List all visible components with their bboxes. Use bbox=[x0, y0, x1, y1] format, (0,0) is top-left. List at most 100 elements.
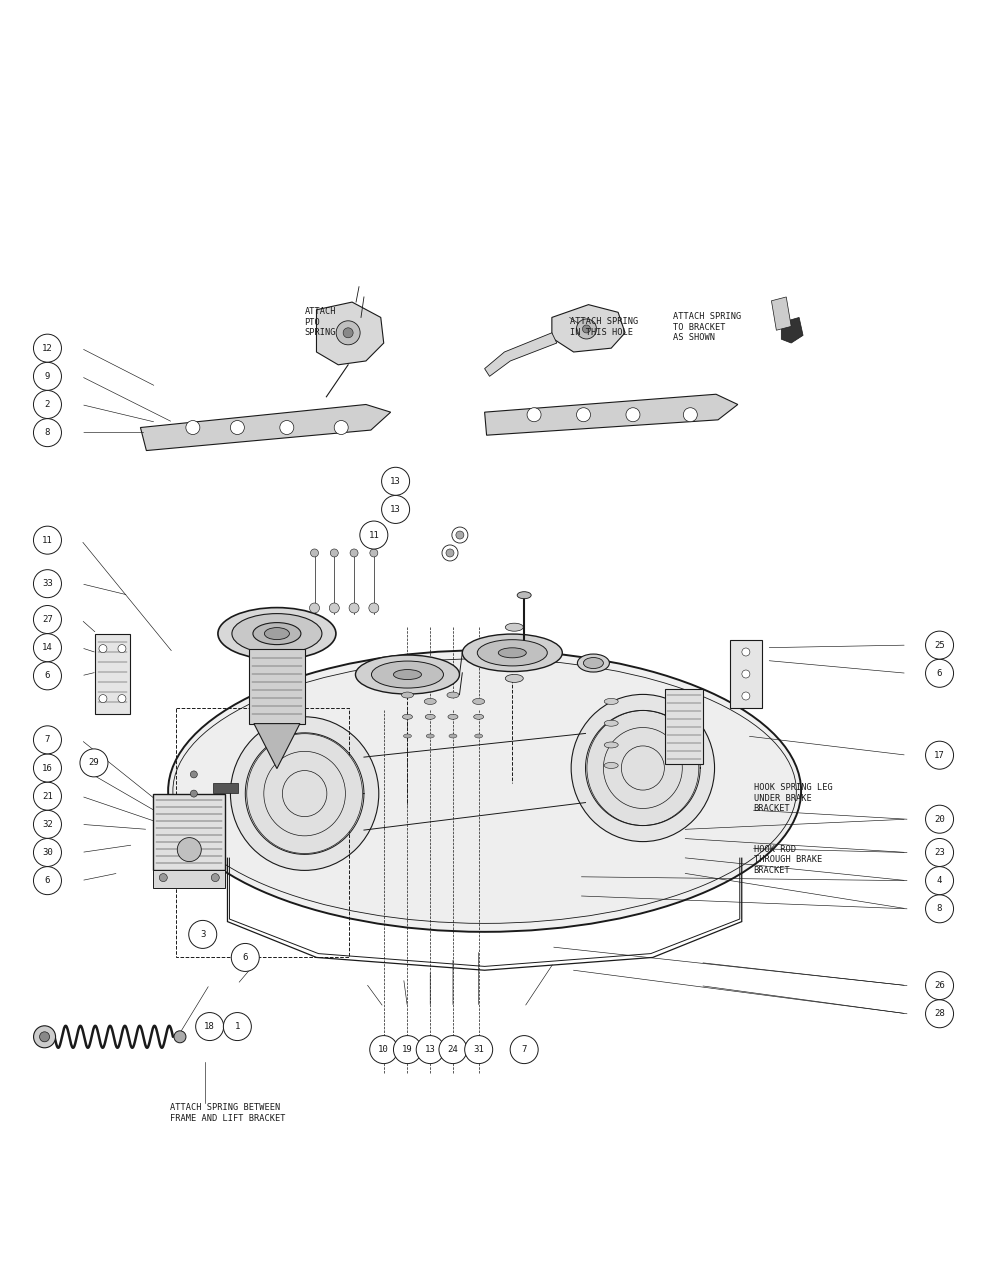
Text: 25: 25 bbox=[935, 640, 944, 650]
Text: 13: 13 bbox=[391, 476, 401, 486]
Ellipse shape bbox=[586, 710, 699, 826]
Text: 16: 16 bbox=[43, 763, 52, 773]
Circle shape bbox=[926, 867, 953, 895]
Ellipse shape bbox=[603, 727, 682, 809]
Ellipse shape bbox=[264, 751, 345, 836]
Ellipse shape bbox=[449, 733, 457, 739]
Ellipse shape bbox=[231, 613, 322, 654]
Text: 33: 33 bbox=[43, 579, 52, 589]
Bar bbox=[95, 634, 130, 714]
Circle shape bbox=[742, 648, 750, 657]
Circle shape bbox=[452, 527, 468, 543]
Circle shape bbox=[34, 1025, 55, 1048]
Circle shape bbox=[118, 695, 126, 703]
Circle shape bbox=[382, 467, 409, 495]
Circle shape bbox=[186, 421, 200, 434]
Bar bbox=[214, 783, 238, 794]
Circle shape bbox=[742, 692, 750, 700]
Circle shape bbox=[926, 972, 953, 1000]
Polygon shape bbox=[485, 333, 557, 376]
Ellipse shape bbox=[604, 742, 618, 748]
Text: 13: 13 bbox=[391, 504, 401, 515]
Circle shape bbox=[280, 421, 294, 434]
Text: 13: 13 bbox=[425, 1044, 435, 1055]
Text: 17: 17 bbox=[935, 750, 944, 760]
Circle shape bbox=[34, 754, 61, 782]
Circle shape bbox=[583, 325, 590, 333]
Text: 8: 8 bbox=[45, 428, 50, 438]
Ellipse shape bbox=[426, 733, 434, 739]
Text: 6: 6 bbox=[45, 876, 50, 886]
Circle shape bbox=[40, 1032, 49, 1042]
Ellipse shape bbox=[355, 655, 460, 694]
Circle shape bbox=[34, 362, 61, 390]
Circle shape bbox=[683, 408, 697, 421]
Circle shape bbox=[224, 1012, 251, 1041]
Text: 29: 29 bbox=[89, 758, 99, 768]
Circle shape bbox=[196, 1012, 224, 1041]
Circle shape bbox=[394, 1036, 421, 1064]
Ellipse shape bbox=[218, 608, 336, 659]
Circle shape bbox=[330, 549, 338, 557]
Circle shape bbox=[626, 408, 640, 421]
Text: 11: 11 bbox=[43, 535, 52, 545]
Circle shape bbox=[577, 319, 596, 339]
Circle shape bbox=[577, 408, 590, 421]
Ellipse shape bbox=[505, 675, 523, 682]
Ellipse shape bbox=[604, 699, 618, 704]
Circle shape bbox=[34, 605, 61, 634]
Text: 10: 10 bbox=[379, 1044, 389, 1055]
Text: 23: 23 bbox=[935, 847, 944, 858]
Circle shape bbox=[34, 662, 61, 690]
Circle shape bbox=[416, 1036, 444, 1064]
Ellipse shape bbox=[505, 623, 523, 631]
Ellipse shape bbox=[505, 649, 523, 657]
Circle shape bbox=[311, 549, 318, 557]
Text: 6: 6 bbox=[242, 952, 248, 963]
Ellipse shape bbox=[403, 714, 412, 719]
Circle shape bbox=[926, 631, 953, 659]
Text: 18: 18 bbox=[205, 1021, 215, 1032]
Circle shape bbox=[926, 805, 953, 833]
Text: 30: 30 bbox=[43, 847, 52, 858]
Text: 11: 11 bbox=[369, 530, 379, 540]
Circle shape bbox=[34, 419, 61, 447]
Ellipse shape bbox=[404, 733, 411, 739]
Polygon shape bbox=[552, 305, 625, 352]
Ellipse shape bbox=[498, 648, 526, 658]
Text: 3: 3 bbox=[200, 929, 206, 940]
Bar bbox=[665, 689, 702, 764]
Circle shape bbox=[926, 741, 953, 769]
Circle shape bbox=[80, 749, 108, 777]
Ellipse shape bbox=[462, 634, 563, 672]
Text: 24: 24 bbox=[448, 1044, 458, 1055]
Circle shape bbox=[742, 669, 750, 678]
Text: 27: 27 bbox=[43, 614, 52, 625]
Circle shape bbox=[34, 867, 61, 895]
Ellipse shape bbox=[475, 733, 483, 739]
Text: 7: 7 bbox=[521, 1044, 527, 1055]
Text: ATTACH SPRING BETWEEN
FRAME AND LIFT BRACKET: ATTACH SPRING BETWEEN FRAME AND LIFT BRA… bbox=[170, 1103, 286, 1123]
Circle shape bbox=[34, 838, 61, 867]
Circle shape bbox=[926, 838, 953, 867]
Circle shape bbox=[174, 1030, 186, 1043]
Ellipse shape bbox=[424, 699, 436, 704]
Text: ATTACH SPRING
IN THIS HOLE: ATTACH SPRING IN THIS HOLE bbox=[570, 317, 638, 337]
Circle shape bbox=[336, 321, 360, 344]
Circle shape bbox=[527, 408, 541, 421]
Circle shape bbox=[349, 603, 359, 613]
Circle shape bbox=[926, 1000, 953, 1028]
Circle shape bbox=[190, 790, 198, 797]
Text: 7: 7 bbox=[45, 735, 50, 745]
Ellipse shape bbox=[425, 714, 435, 719]
Bar bbox=[249, 649, 305, 723]
Circle shape bbox=[34, 390, 61, 419]
Circle shape bbox=[177, 837, 202, 861]
Ellipse shape bbox=[168, 650, 801, 932]
Text: 31: 31 bbox=[474, 1044, 484, 1055]
Ellipse shape bbox=[572, 694, 714, 842]
Ellipse shape bbox=[584, 658, 603, 668]
Circle shape bbox=[118, 645, 126, 653]
Circle shape bbox=[370, 1036, 398, 1064]
Text: 20: 20 bbox=[935, 814, 944, 824]
